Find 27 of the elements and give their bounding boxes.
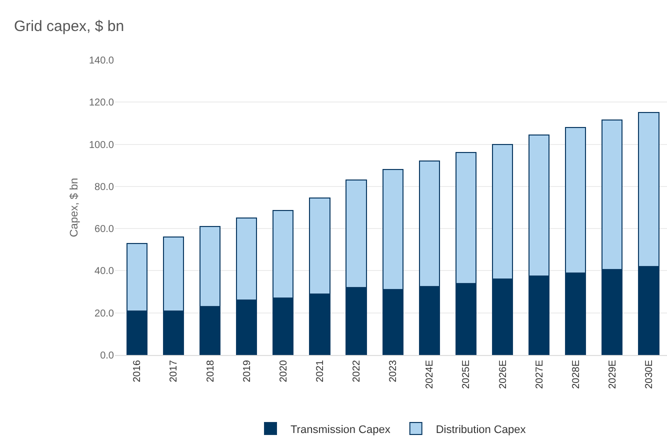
- y-tick-label: 20.0: [94, 308, 114, 320]
- y-axis-title: Capex, $ bn: [68, 178, 81, 238]
- x-tick-label: 2024E: [424, 360, 436, 389]
- chart-subtitle: Grid capex, $ bn: [14, 18, 124, 35]
- y-tick-label: 60.0: [94, 224, 114, 236]
- x-tick-label: 2020: [278, 360, 290, 382]
- y-tick-label: 40.0: [94, 266, 114, 278]
- y-tick-label: 140.0: [88, 56, 114, 66]
- x-tick-label: 2026E: [498, 360, 509, 389]
- x-tick-label: 2021: [314, 360, 326, 382]
- x-tick-label: 2030E: [644, 360, 655, 389]
- x-tick-label: 2016: [132, 360, 144, 382]
- y-tick-label: 80.0: [94, 182, 114, 193]
- legend-label: Transmission Capex: [290, 424, 391, 436]
- x-tick-label: 2028E: [570, 360, 582, 389]
- x-tick-label: 2029E: [607, 360, 618, 389]
- x-tick-label: 2019: [242, 360, 253, 382]
- y-tick-label: 100.0: [88, 140, 114, 151]
- x-tick-label: 2018: [205, 360, 216, 382]
- y-tick-label: 120.0: [88, 98, 114, 109]
- x-tick-label: 2017: [168, 360, 180, 382]
- x-tick-label: 2027E: [534, 360, 546, 389]
- legend-label: Distribution Capex: [436, 424, 526, 436]
- y-tick-label: 0.0: [100, 350, 114, 362]
- x-tick-label: 2022: [352, 360, 363, 382]
- x-tick-label: 2023: [388, 360, 400, 382]
- x-tick-label: 2025E: [461, 360, 472, 389]
